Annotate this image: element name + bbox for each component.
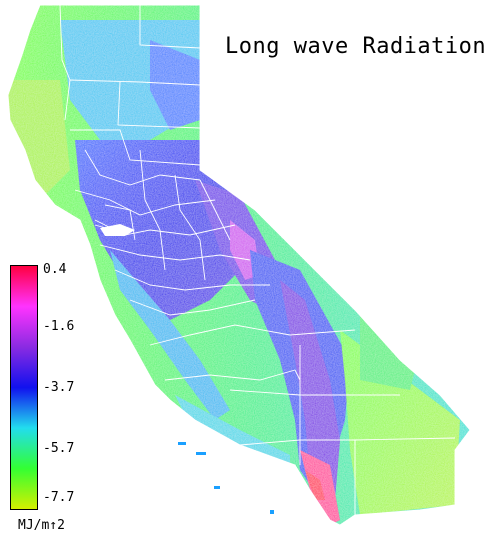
coastal-range-zone	[110, 250, 230, 420]
legend-tick-label: -7.7	[43, 490, 75, 505]
great-basin-zone	[360, 300, 420, 390]
shasta-zone	[150, 40, 200, 130]
desert-zone	[340, 330, 460, 515]
legend-tick-label: -1.6	[43, 319, 75, 334]
map-title: Long wave Radiation	[225, 34, 487, 59]
bay-water	[100, 224, 135, 236]
legend-tick-label: 0.4	[43, 262, 67, 277]
legend-tick-label: -3.7	[43, 380, 75, 395]
max-zone	[305, 470, 325, 500]
legend-tick-label: -5.7	[43, 441, 75, 456]
color-scale-bar	[10, 265, 38, 510]
channel-islands	[178, 442, 274, 514]
eastern-band-core	[280, 280, 340, 520]
legend-unit-label: MJ/m↑2	[18, 518, 65, 533]
south-coast-zone	[175, 395, 290, 470]
